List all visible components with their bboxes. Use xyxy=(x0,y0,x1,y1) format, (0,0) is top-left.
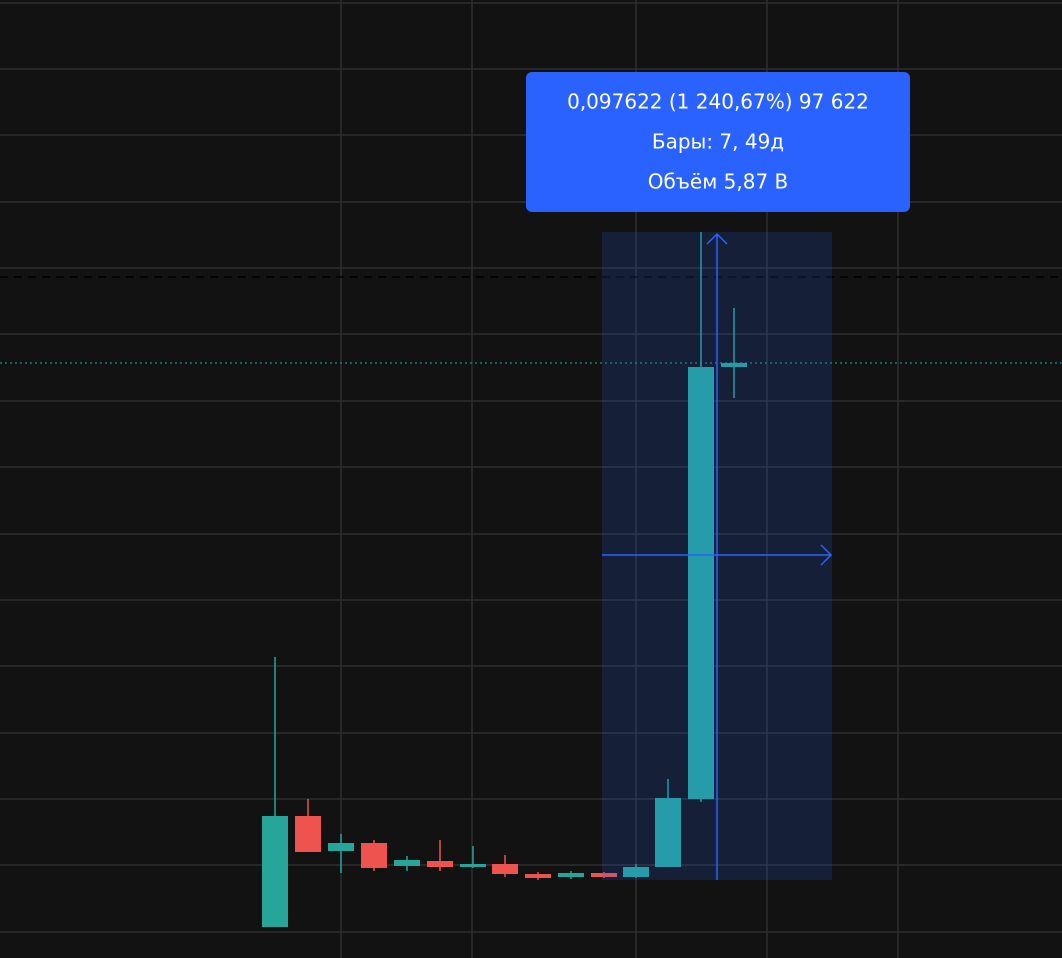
candle xyxy=(721,308,747,398)
candle-body xyxy=(295,816,321,852)
tooltip-bars: Бары: 7, 49д xyxy=(652,130,784,154)
candle xyxy=(295,799,321,852)
candles xyxy=(262,232,747,927)
candle xyxy=(394,856,420,871)
candle xyxy=(492,855,518,877)
candle-body xyxy=(328,843,354,851)
candle-body xyxy=(558,873,584,877)
candle xyxy=(427,840,453,871)
tooltip-volume: Объём 5,87 B xyxy=(648,170,789,194)
candle-body xyxy=(721,363,747,367)
candle-body xyxy=(427,861,453,867)
candle xyxy=(460,846,486,868)
candle xyxy=(328,834,354,873)
candle-body xyxy=(623,867,649,877)
tooltip-box xyxy=(526,72,910,212)
candle-body xyxy=(492,864,518,874)
candle xyxy=(688,232,714,802)
candle xyxy=(591,872,617,878)
candle-body xyxy=(262,816,288,927)
candle-body xyxy=(394,860,420,866)
arrow-up xyxy=(706,232,728,245)
measure-tooltip: 0,097622 (1 240,67%) 97 622 Бары: 7, 49д… xyxy=(526,72,910,212)
candle-body xyxy=(591,873,617,877)
candle-body xyxy=(361,843,387,868)
arrow-right xyxy=(820,544,833,566)
candle-body xyxy=(688,367,714,799)
candle xyxy=(655,779,681,867)
candle xyxy=(558,871,584,879)
candle xyxy=(361,840,387,871)
candle-body xyxy=(460,864,486,867)
candle xyxy=(262,657,288,927)
candle xyxy=(623,864,649,878)
candle-body xyxy=(655,798,681,867)
candle xyxy=(525,872,551,880)
candle-body xyxy=(525,874,551,878)
tooltip-change: 0,097622 (1 240,67%) 97 622 xyxy=(567,90,869,114)
